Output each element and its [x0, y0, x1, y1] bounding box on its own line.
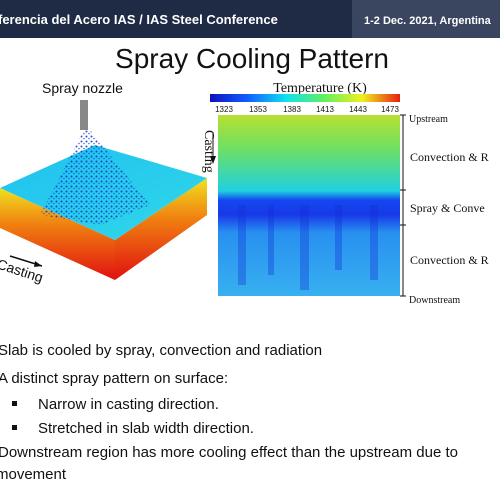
nozzle-label: Spray nozzle: [42, 80, 123, 96]
region-label: Spray & Conve: [410, 201, 485, 215]
sub-bullet: Stretched in slab width direction.: [38, 420, 254, 437]
temperature-field: [218, 115, 400, 296]
bullet: A distinct spray pattern on surface:: [0, 370, 228, 387]
header-conference: ferencia del Acero IAS / IAS Steel Confe…: [0, 12, 278, 27]
header-date-box: [352, 0, 500, 38]
casting-arrowhead: [34, 261, 42, 267]
colorbar: [210, 94, 400, 102]
casting-arrowhead-right: [210, 156, 216, 164]
colorbar-tick: 1413: [316, 105, 334, 114]
streaks: [238, 205, 378, 290]
colorbar-tick: 1443: [349, 105, 367, 114]
colorbar-tick: 1353: [249, 105, 267, 114]
nozzle: [80, 100, 88, 130]
slab-side: [115, 178, 207, 280]
region-ticks: [400, 114, 406, 297]
colorbar-tick: 1383: [283, 105, 301, 114]
bullet: Slab is cooled by spray, convection and …: [0, 342, 322, 359]
region-label: Convection & R: [410, 150, 489, 164]
colorbar-title: Temperature (K): [273, 81, 367, 96]
region-label: Downstream: [409, 295, 460, 306]
region-label: Upstream: [409, 114, 448, 125]
spray-cone: [40, 130, 150, 225]
sub-bullet: Narrow in casting direction.: [38, 396, 219, 413]
sub-bullet-marker: [12, 401, 17, 406]
sub-bullet-marker: [12, 425, 17, 430]
slide-title: Spray Cooling Pattern: [115, 43, 389, 74]
slab-front: [0, 188, 115, 280]
region-label: Convection & R: [410, 253, 489, 267]
casting-label-right: Casting: [201, 130, 216, 173]
colorbar-tick: 1323: [215, 105, 233, 114]
bullet: movement: [0, 466, 67, 483]
colorbar-tick: 1473: [381, 105, 399, 114]
bullet: Downstream region has more cooling effec…: [0, 444, 458, 461]
header-date: 1-2 Dec. 2021, Argentina: [364, 15, 492, 27]
